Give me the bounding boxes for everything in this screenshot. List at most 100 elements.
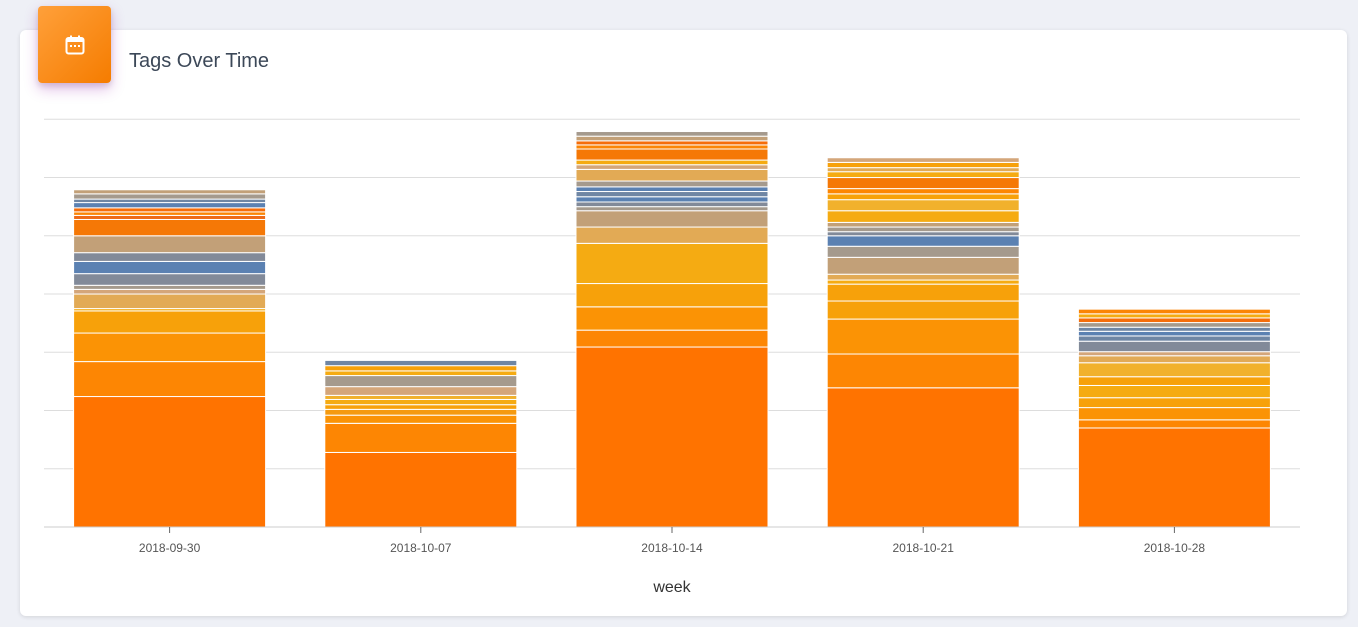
bar-segment[interactable]	[324, 451, 518, 528]
bar-segment[interactable]	[826, 256, 1020, 275]
bar-segment[interactable]	[575, 159, 769, 166]
bar-segment[interactable]	[826, 167, 1020, 173]
card-header-icon-badge	[38, 6, 111, 83]
bar-segment[interactable]	[73, 284, 267, 290]
bar-segment[interactable]	[1077, 355, 1271, 364]
x-tick-label: 2018-09-30	[139, 541, 201, 555]
bar-segment[interactable]	[826, 188, 1020, 195]
bar-segment[interactable]	[826, 231, 1020, 237]
bar-segment[interactable]	[73, 189, 267, 195]
bar-segment[interactable]	[575, 242, 769, 285]
bar-segment[interactable]	[1077, 313, 1271, 319]
bar-segment[interactable]	[826, 353, 1020, 389]
x-tick-label: 2018-10-21	[893, 541, 955, 555]
bar-segment[interactable]	[575, 131, 769, 137]
bar-segment[interactable]	[1077, 427, 1271, 528]
bar-segment[interactable]	[324, 414, 518, 424]
bar-segment[interactable]	[1077, 340, 1271, 353]
bar-segment[interactable]	[575, 206, 769, 212]
bar-segment[interactable]	[1077, 335, 1271, 342]
bar-segment[interactable]	[1077, 322, 1271, 328]
bar-segment[interactable]	[575, 196, 769, 203]
bar-segment[interactable]	[324, 404, 518, 410]
bar-segment[interactable]	[1077, 384, 1271, 399]
bar-segment[interactable]	[73, 273, 267, 286]
bar-segment[interactable]	[575, 135, 769, 142]
bar-segment[interactable]	[324, 394, 518, 400]
bar-segment[interactable]	[826, 171, 1020, 179]
bar-segment[interactable]	[324, 365, 518, 372]
bar-segment[interactable]	[73, 361, 267, 398]
bar-segment[interactable]	[324, 408, 518, 416]
bar-segment[interactable]	[575, 144, 769, 150]
bar-segment[interactable]	[73, 193, 267, 200]
bar-segment[interactable]	[73, 202, 267, 209]
bar-segment[interactable]	[73, 288, 267, 295]
bar-segment[interactable]	[324, 359, 518, 367]
x-axis-title: week	[652, 579, 691, 596]
bar-segment[interactable]	[575, 226, 769, 244]
bar-segment[interactable]	[826, 161, 1020, 169]
bar-segment[interactable]	[826, 235, 1020, 247]
bar-segment[interactable]	[73, 211, 267, 216]
bar-segment[interactable]	[826, 279, 1020, 285]
bar-segment[interactable]	[826, 193, 1020, 201]
bar-segment[interactable]	[826, 226, 1020, 233]
bar-segment[interactable]	[575, 164, 769, 170]
bar-segment[interactable]	[1077, 407, 1271, 421]
bar-segment[interactable]	[826, 245, 1020, 258]
bar-segment[interactable]	[826, 273, 1020, 281]
bar-segment[interactable]	[1077, 419, 1271, 429]
bar-segment[interactable]	[575, 186, 769, 193]
bar-segment[interactable]	[324, 386, 518, 396]
bar-segment[interactable]	[826, 318, 1020, 355]
card-title: Tags Over Time	[129, 50, 270, 72]
bar-segment[interactable]	[826, 283, 1020, 302]
bar-segment[interactable]	[324, 398, 518, 406]
bar-segment[interactable]	[73, 310, 267, 334]
bar-segment[interactable]	[1077, 362, 1271, 378]
bar-segment[interactable]	[324, 422, 518, 453]
bar-segment[interactable]	[1077, 330, 1271, 337]
bar-segment[interactable]	[73, 214, 267, 220]
x-tick-label: 2018-10-07	[390, 541, 452, 555]
bar-segment[interactable]	[575, 180, 769, 188]
bar-segment[interactable]	[826, 210, 1020, 223]
bar-segment[interactable]	[73, 332, 267, 363]
bar-segment[interactable]	[575, 140, 769, 146]
bar-segment[interactable]	[73, 293, 267, 310]
bar-segment[interactable]	[575, 168, 769, 182]
bar-segment[interactable]	[73, 218, 267, 237]
bar-segment[interactable]	[73, 252, 267, 262]
bar-segment[interactable]	[826, 387, 1020, 528]
bar-segment[interactable]	[73, 396, 267, 528]
bar-segment[interactable]	[324, 370, 518, 377]
bar-segment[interactable]	[73, 207, 267, 213]
bar-segment[interactable]	[1077, 376, 1271, 386]
bar-segment[interactable]	[826, 157, 1020, 163]
bar-segment[interactable]	[575, 191, 769, 198]
bar-segment[interactable]	[1077, 308, 1271, 315]
bar-segment[interactable]	[73, 260, 267, 275]
bar-segment[interactable]	[826, 221, 1020, 228]
bar-segment[interactable]	[826, 177, 1020, 190]
bar-segment[interactable]	[324, 375, 518, 388]
x-tick-label: 2018-10-28	[1144, 541, 1206, 555]
bar-segment[interactable]	[575, 148, 769, 161]
bar-segment[interactable]	[73, 198, 267, 204]
bar-segment[interactable]	[575, 210, 769, 228]
bar-segment[interactable]	[1077, 317, 1271, 324]
bar-segment[interactable]	[575, 283, 769, 308]
bar-segment[interactable]	[575, 346, 769, 528]
bar-segment[interactable]	[1077, 397, 1271, 409]
bar-segment[interactable]	[575, 306, 769, 331]
bar-segment[interactable]	[1077, 326, 1271, 332]
bar-segment[interactable]	[575, 329, 769, 348]
bar-segment[interactable]	[73, 235, 267, 254]
bar-segment[interactable]	[826, 300, 1020, 320]
bar-segment[interactable]	[1077, 351, 1271, 357]
x-tick-label: 2018-10-14	[641, 541, 703, 555]
bar-segment[interactable]	[575, 201, 769, 208]
bar-segment[interactable]	[826, 199, 1020, 212]
